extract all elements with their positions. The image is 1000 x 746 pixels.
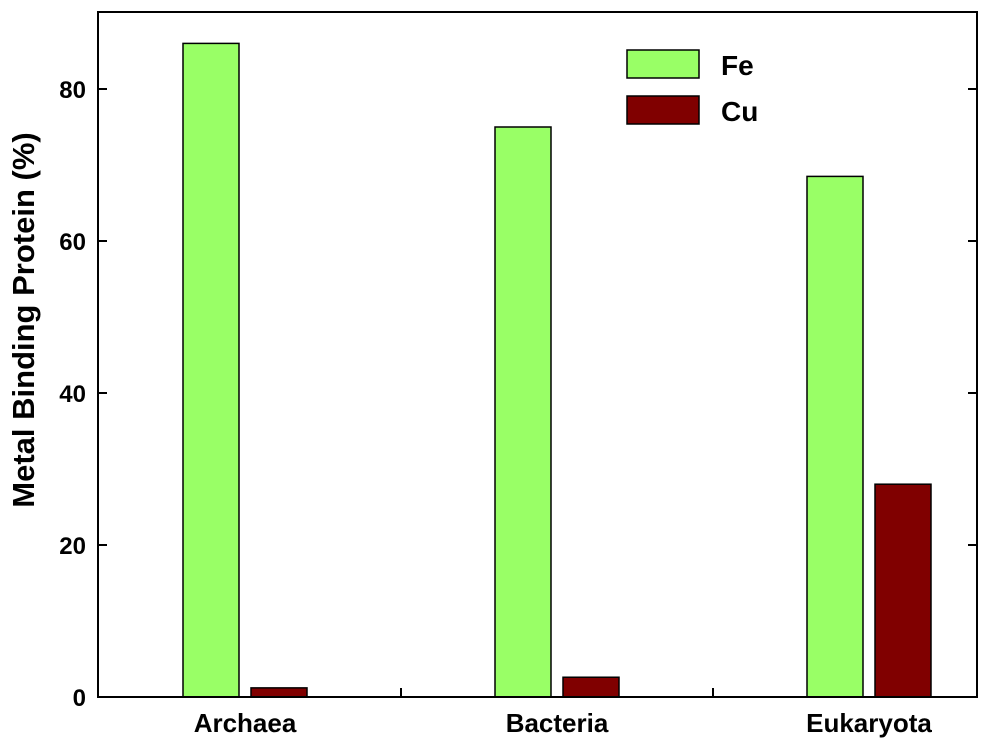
bar-fe-bacteria — [494, 126, 552, 698]
legend-swatch-fe — [626, 49, 700, 79]
legend: Fe Cu — [626, 49, 758, 127]
bar-cu-bacteria — [562, 676, 620, 698]
legend-swatch-cu — [626, 95, 700, 125]
y-tick-label: 80 — [59, 77, 86, 104]
ticks-layer: 0 20 40 60 80 — [59, 77, 977, 712]
plot-frame — [97, 11, 978, 698]
bar-fe-archaea — [182, 42, 240, 698]
y-tick-label: 20 — [59, 533, 86, 560]
x-category-label: Bacteria — [506, 708, 609, 738]
y-axis-title: Metal Binding Protein (%) — [6, 132, 41, 507]
legend-label-cu: Cu — [721, 96, 758, 127]
x-category-label: Archaea — [194, 708, 297, 738]
bars-layer — [182, 42, 932, 698]
bar-cu-eukaryota — [874, 483, 932, 698]
x-category-label: Eukaryota — [806, 708, 932, 738]
y-tick-label: 60 — [59, 229, 86, 256]
bar-fe-eukaryota — [806, 175, 864, 698]
y-tick-label: 0 — [73, 685, 86, 712]
bar-cu-archaea — [250, 687, 308, 698]
y-tick-label: 40 — [59, 381, 86, 408]
legend-label-fe: Fe — [721, 50, 754, 81]
category-labels: Archaea Bacteria Eukaryota — [194, 708, 933, 738]
